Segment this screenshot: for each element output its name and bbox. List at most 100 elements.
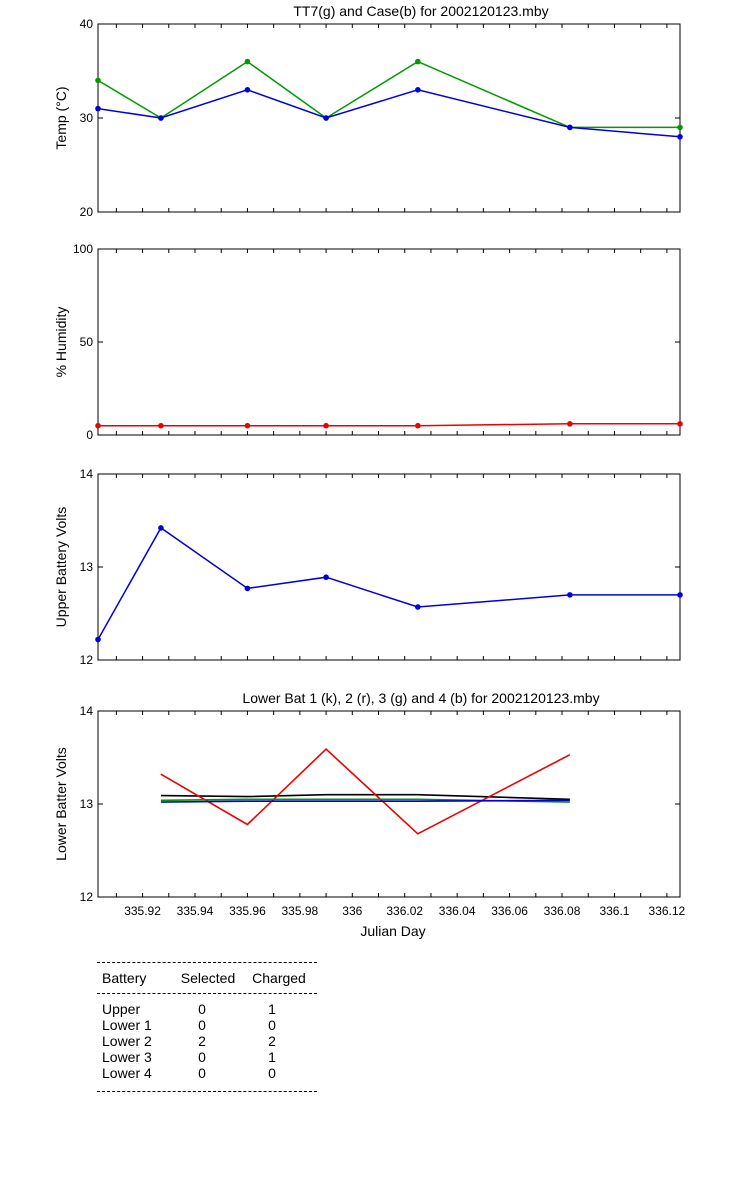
x-tick-label: 335.98 bbox=[282, 904, 319, 918]
data-point bbox=[323, 422, 329, 429]
selected-value: 0 bbox=[198, 1065, 206, 1081]
chart-title: Lower Bat 1 (k), 2 (r), 3 (g) and 4 (b) … bbox=[242, 690, 599, 706]
table-row: Lower 1 0 0 bbox=[97, 1017, 317, 1033]
battery-name: Lower 1 bbox=[102, 1017, 152, 1033]
selected-value: 0 bbox=[198, 1017, 206, 1033]
series-line-1 bbox=[98, 423, 680, 427]
series-line-1 bbox=[97, 60, 680, 129]
y-tick-label: 30 bbox=[80, 111, 94, 125]
charged-value: 2 bbox=[268, 1033, 276, 1049]
y-axis-label: % Humidity bbox=[53, 307, 69, 378]
battery-name: Lower 3 bbox=[102, 1049, 152, 1065]
selected-value: 0 bbox=[198, 1001, 206, 1017]
x-tick-label: 335.94 bbox=[177, 904, 214, 918]
series-line-1 bbox=[160, 793, 570, 801]
header-selected: Selected bbox=[180, 970, 236, 986]
data-point bbox=[415, 422, 421, 429]
y-tick-label: 0 bbox=[86, 428, 93, 442]
table-row: Lower 4 0 0 bbox=[97, 1065, 317, 1081]
x-tick-label: 335.96 bbox=[229, 904, 266, 918]
table-row: Lower 2 2 2 bbox=[97, 1033, 317, 1049]
data-point bbox=[677, 592, 683, 598]
plot-frame bbox=[97, 248, 681, 436]
x-tick-label: 336.1 bbox=[599, 904, 629, 918]
y-tick-label: 12 bbox=[80, 890, 94, 904]
y-tick-label: 40 bbox=[80, 17, 94, 31]
x-axis-label: Julian Day bbox=[360, 923, 425, 939]
chart-panel-2: 0 50 100 % Humidity bbox=[53, 242, 683, 442]
data-point bbox=[244, 422, 251, 429]
selected-value: 2 bbox=[198, 1033, 206, 1049]
x-tick-label: 336.06 bbox=[491, 904, 528, 918]
y-tick-label: 13 bbox=[80, 560, 94, 574]
battery-name: Upper bbox=[102, 1001, 141, 1017]
data-point bbox=[567, 421, 573, 427]
data-point bbox=[95, 105, 101, 112]
charged-value: 0 bbox=[268, 1017, 276, 1033]
x-tick-label: 335.92 bbox=[124, 904, 161, 918]
y-tick-label: 50 bbox=[80, 335, 94, 349]
x-tick-label: 336.12 bbox=[649, 904, 686, 918]
chart-panel-3: 12 13 14 Upper Battery Volts bbox=[53, 467, 683, 667]
battery-summary-table: Battery Selected Charged Upper 0 1 Lower… bbox=[97, 962, 317, 1092]
table-row: Upper 0 1 bbox=[97, 1001, 317, 1017]
data-point bbox=[415, 87, 421, 93]
y-tick-label: 20 bbox=[80, 205, 94, 219]
table-header-row: Battery Selected Charged bbox=[97, 963, 317, 993]
y-tick-label: 13 bbox=[80, 797, 94, 811]
series-line-4 bbox=[160, 799, 570, 803]
plot-frame bbox=[97, 473, 681, 661]
data-point bbox=[415, 58, 421, 65]
charged-value: 1 bbox=[268, 1001, 276, 1017]
series-line-1 bbox=[97, 526, 680, 640]
table-header-rule bbox=[97, 993, 317, 994]
charged-value: 0 bbox=[268, 1065, 276, 1081]
data-point bbox=[567, 592, 573, 598]
y-axis-label: Lower Batter Volts bbox=[53, 747, 69, 861]
data-point bbox=[95, 77, 101, 84]
table-body: Upper 0 1 Lower 1 0 0 Lower 2 2 2 Lower … bbox=[97, 994, 317, 1091]
x-tick-label: 336.02 bbox=[386, 904, 423, 918]
header-charged: Charged bbox=[252, 970, 306, 986]
x-tick-label: 336.04 bbox=[439, 904, 476, 918]
table-top-rule bbox=[97, 962, 317, 963]
chart-title: TT7(g) and Case(b) for 2002120123.mby bbox=[293, 3, 548, 19]
table-row: Lower 3 0 1 bbox=[97, 1049, 317, 1065]
data-point bbox=[677, 124, 683, 131]
data-point bbox=[244, 87, 251, 93]
selected-value: 0 bbox=[198, 1049, 206, 1065]
data-point bbox=[415, 604, 421, 610]
header-battery: Battery bbox=[102, 970, 147, 986]
plot-frame bbox=[97, 23, 681, 213]
y-tick-label: 100 bbox=[73, 242, 93, 256]
table-bottom-rule bbox=[97, 1091, 317, 1092]
y-axis-label: Temp (°C) bbox=[53, 86, 69, 149]
battery-name: Lower 2 bbox=[102, 1033, 152, 1049]
data-point bbox=[567, 124, 573, 131]
x-tick-label: 336 bbox=[342, 904, 362, 918]
data-point bbox=[158, 422, 164, 429]
chart-panel-1: 20 30 40 TT7(g) and Case(b) for 2002120123.… bbox=[53, 3, 683, 219]
charged-value: 1 bbox=[268, 1049, 276, 1065]
y-tick-label: 12 bbox=[80, 653, 94, 667]
series-line-2 bbox=[160, 748, 571, 835]
data-point bbox=[244, 58, 251, 65]
data-point bbox=[677, 421, 683, 427]
y-axis-label: Upper Battery Volts bbox=[53, 507, 69, 628]
data-point bbox=[95, 636, 101, 643]
data-point bbox=[677, 134, 683, 140]
data-point bbox=[323, 574, 329, 581]
plot-frame bbox=[97, 710, 681, 898]
data-point bbox=[158, 525, 164, 531]
x-tick-label: 336.08 bbox=[544, 904, 581, 918]
data-point bbox=[244, 585, 251, 592]
y-tick-label: 14 bbox=[80, 467, 94, 481]
data-point bbox=[323, 115, 329, 121]
data-point bbox=[158, 115, 164, 121]
data-point bbox=[95, 422, 101, 429]
y-tick-label: 14 bbox=[80, 704, 94, 718]
chart-panel-4: 12 13 14 335.92 335.94 335.96 335.98 336 336.02 3… bbox=[53, 690, 686, 939]
series-line-2 bbox=[97, 89, 681, 138]
battery-name: Lower 4 bbox=[102, 1065, 152, 1081]
